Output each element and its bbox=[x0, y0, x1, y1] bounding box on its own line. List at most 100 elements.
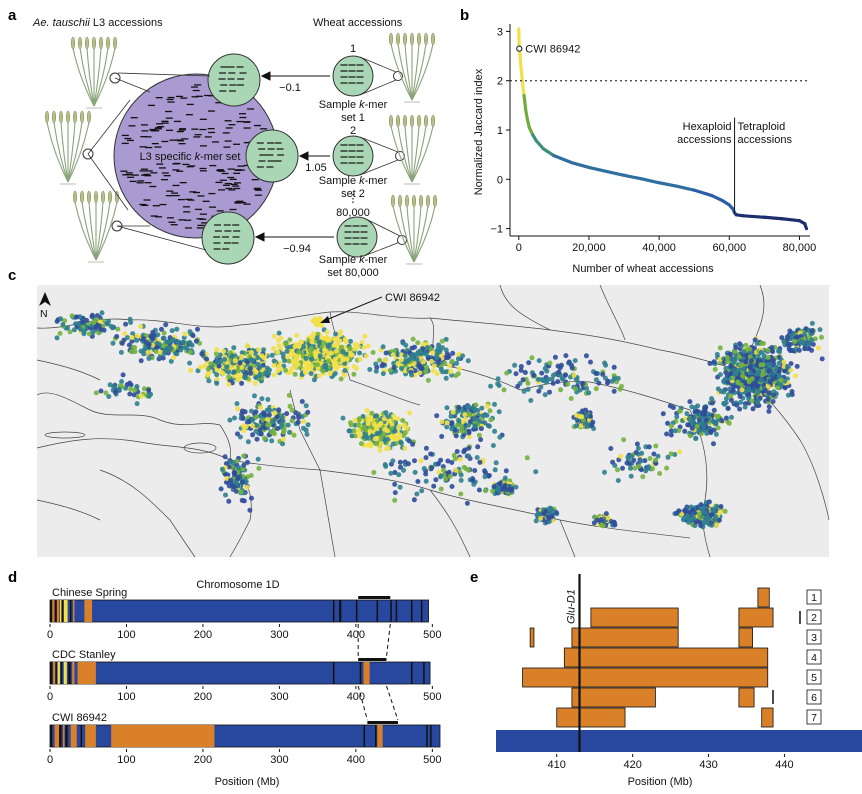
accession-point bbox=[397, 459, 403, 465]
haplotype-segment bbox=[84, 600, 93, 622]
accession-point bbox=[369, 433, 375, 439]
accession-point bbox=[800, 340, 806, 346]
haplotype-segment bbox=[54, 725, 60, 747]
accession-point bbox=[556, 369, 562, 375]
x-tick-label: 80,000 bbox=[783, 242, 817, 254]
accession-point bbox=[792, 339, 798, 344]
accession-point bbox=[691, 515, 697, 521]
accession-point bbox=[486, 423, 492, 429]
accession-point bbox=[773, 366, 779, 372]
x-tick-label: 40,000 bbox=[642, 242, 676, 254]
accession-point bbox=[496, 409, 502, 415]
accession-point bbox=[234, 401, 240, 407]
panel-a-letter: a bbox=[8, 7, 17, 24]
accession-point bbox=[125, 335, 130, 341]
accession-point bbox=[593, 371, 599, 376]
accession-point bbox=[314, 335, 320, 341]
accession-point bbox=[271, 358, 277, 364]
accession-point bbox=[67, 329, 73, 335]
accession-point bbox=[134, 337, 140, 343]
x-tick-label: 500 bbox=[423, 754, 441, 766]
x-tick-label: 100 bbox=[117, 629, 135, 641]
row-label-box bbox=[806, 689, 822, 705]
accession-point bbox=[106, 394, 112, 399]
row-label: 6 bbox=[811, 692, 817, 704]
accession-point bbox=[235, 377, 241, 383]
accession-point bbox=[204, 356, 210, 362]
accession-point bbox=[119, 379, 125, 384]
accession-point bbox=[414, 491, 420, 497]
accession-point bbox=[62, 318, 68, 324]
accession-point bbox=[419, 365, 425, 371]
accession-point bbox=[171, 355, 177, 361]
accession-point bbox=[819, 334, 824, 340]
accession-point bbox=[447, 363, 453, 369]
panel-e-letter: e bbox=[470, 569, 478, 586]
accession-point bbox=[190, 333, 196, 339]
accession-point bbox=[512, 362, 518, 368]
accession-point bbox=[357, 432, 363, 437]
accession-point bbox=[605, 378, 611, 384]
accession-point bbox=[573, 423, 579, 429]
accession-point bbox=[466, 411, 472, 417]
accession-point bbox=[101, 327, 107, 333]
accession-point bbox=[615, 467, 620, 473]
accession-point bbox=[460, 353, 466, 359]
accession-point bbox=[620, 465, 625, 471]
accession-point bbox=[446, 469, 452, 475]
accession-point bbox=[293, 410, 299, 416]
accession-point bbox=[728, 397, 734, 403]
accession-point bbox=[458, 491, 464, 497]
accession-point bbox=[737, 394, 743, 399]
accession-point bbox=[162, 348, 168, 354]
accession-point bbox=[702, 510, 708, 516]
accession-point bbox=[365, 343, 371, 349]
accession-point bbox=[747, 354, 753, 360]
accession-point bbox=[237, 360, 243, 366]
accession-point bbox=[653, 443, 659, 449]
accession-point bbox=[608, 446, 614, 451]
accession-point bbox=[558, 387, 564, 393]
accession-point bbox=[289, 366, 295, 372]
accession-point bbox=[325, 337, 331, 343]
accession-point bbox=[415, 350, 421, 356]
accession-point bbox=[747, 365, 753, 371]
accession-point bbox=[232, 415, 237, 421]
accession-point bbox=[746, 385, 751, 391]
accession-point bbox=[544, 368, 550, 374]
accession-point bbox=[480, 413, 486, 419]
accession-point bbox=[275, 349, 281, 355]
panel-c-letter: c bbox=[8, 270, 16, 284]
accession-point bbox=[491, 484, 497, 490]
ellipsis: ⋮ bbox=[348, 193, 359, 205]
accession-point bbox=[240, 423, 246, 429]
accession-point bbox=[161, 330, 167, 336]
accession-point bbox=[713, 431, 719, 437]
accession-point bbox=[378, 420, 384, 426]
accession-point bbox=[124, 382, 130, 388]
accession-point bbox=[255, 355, 261, 361]
accession-point bbox=[781, 359, 787, 365]
accession-point bbox=[391, 365, 397, 370]
accession-point bbox=[126, 342, 132, 348]
accession-point bbox=[280, 351, 286, 357]
accession-point bbox=[746, 379, 752, 385]
accession-point bbox=[802, 332, 808, 337]
accession-point bbox=[57, 330, 63, 336]
accession-point bbox=[697, 519, 703, 525]
curve-segment bbox=[587, 165, 609, 174]
accession-point bbox=[154, 340, 160, 346]
accession-point bbox=[332, 356, 338, 362]
accession-point bbox=[709, 396, 715, 402]
accession-point bbox=[796, 347, 802, 353]
accession-point bbox=[765, 354, 771, 360]
accession-point bbox=[120, 372, 126, 378]
curve-segment bbox=[604, 169, 626, 177]
accession-point bbox=[664, 431, 670, 437]
accession-point bbox=[759, 340, 764, 346]
accession-point bbox=[450, 350, 456, 356]
accession-point bbox=[529, 355, 535, 361]
accession-point bbox=[462, 447, 468, 453]
accession-point bbox=[370, 350, 376, 355]
accession-point bbox=[217, 352, 223, 358]
